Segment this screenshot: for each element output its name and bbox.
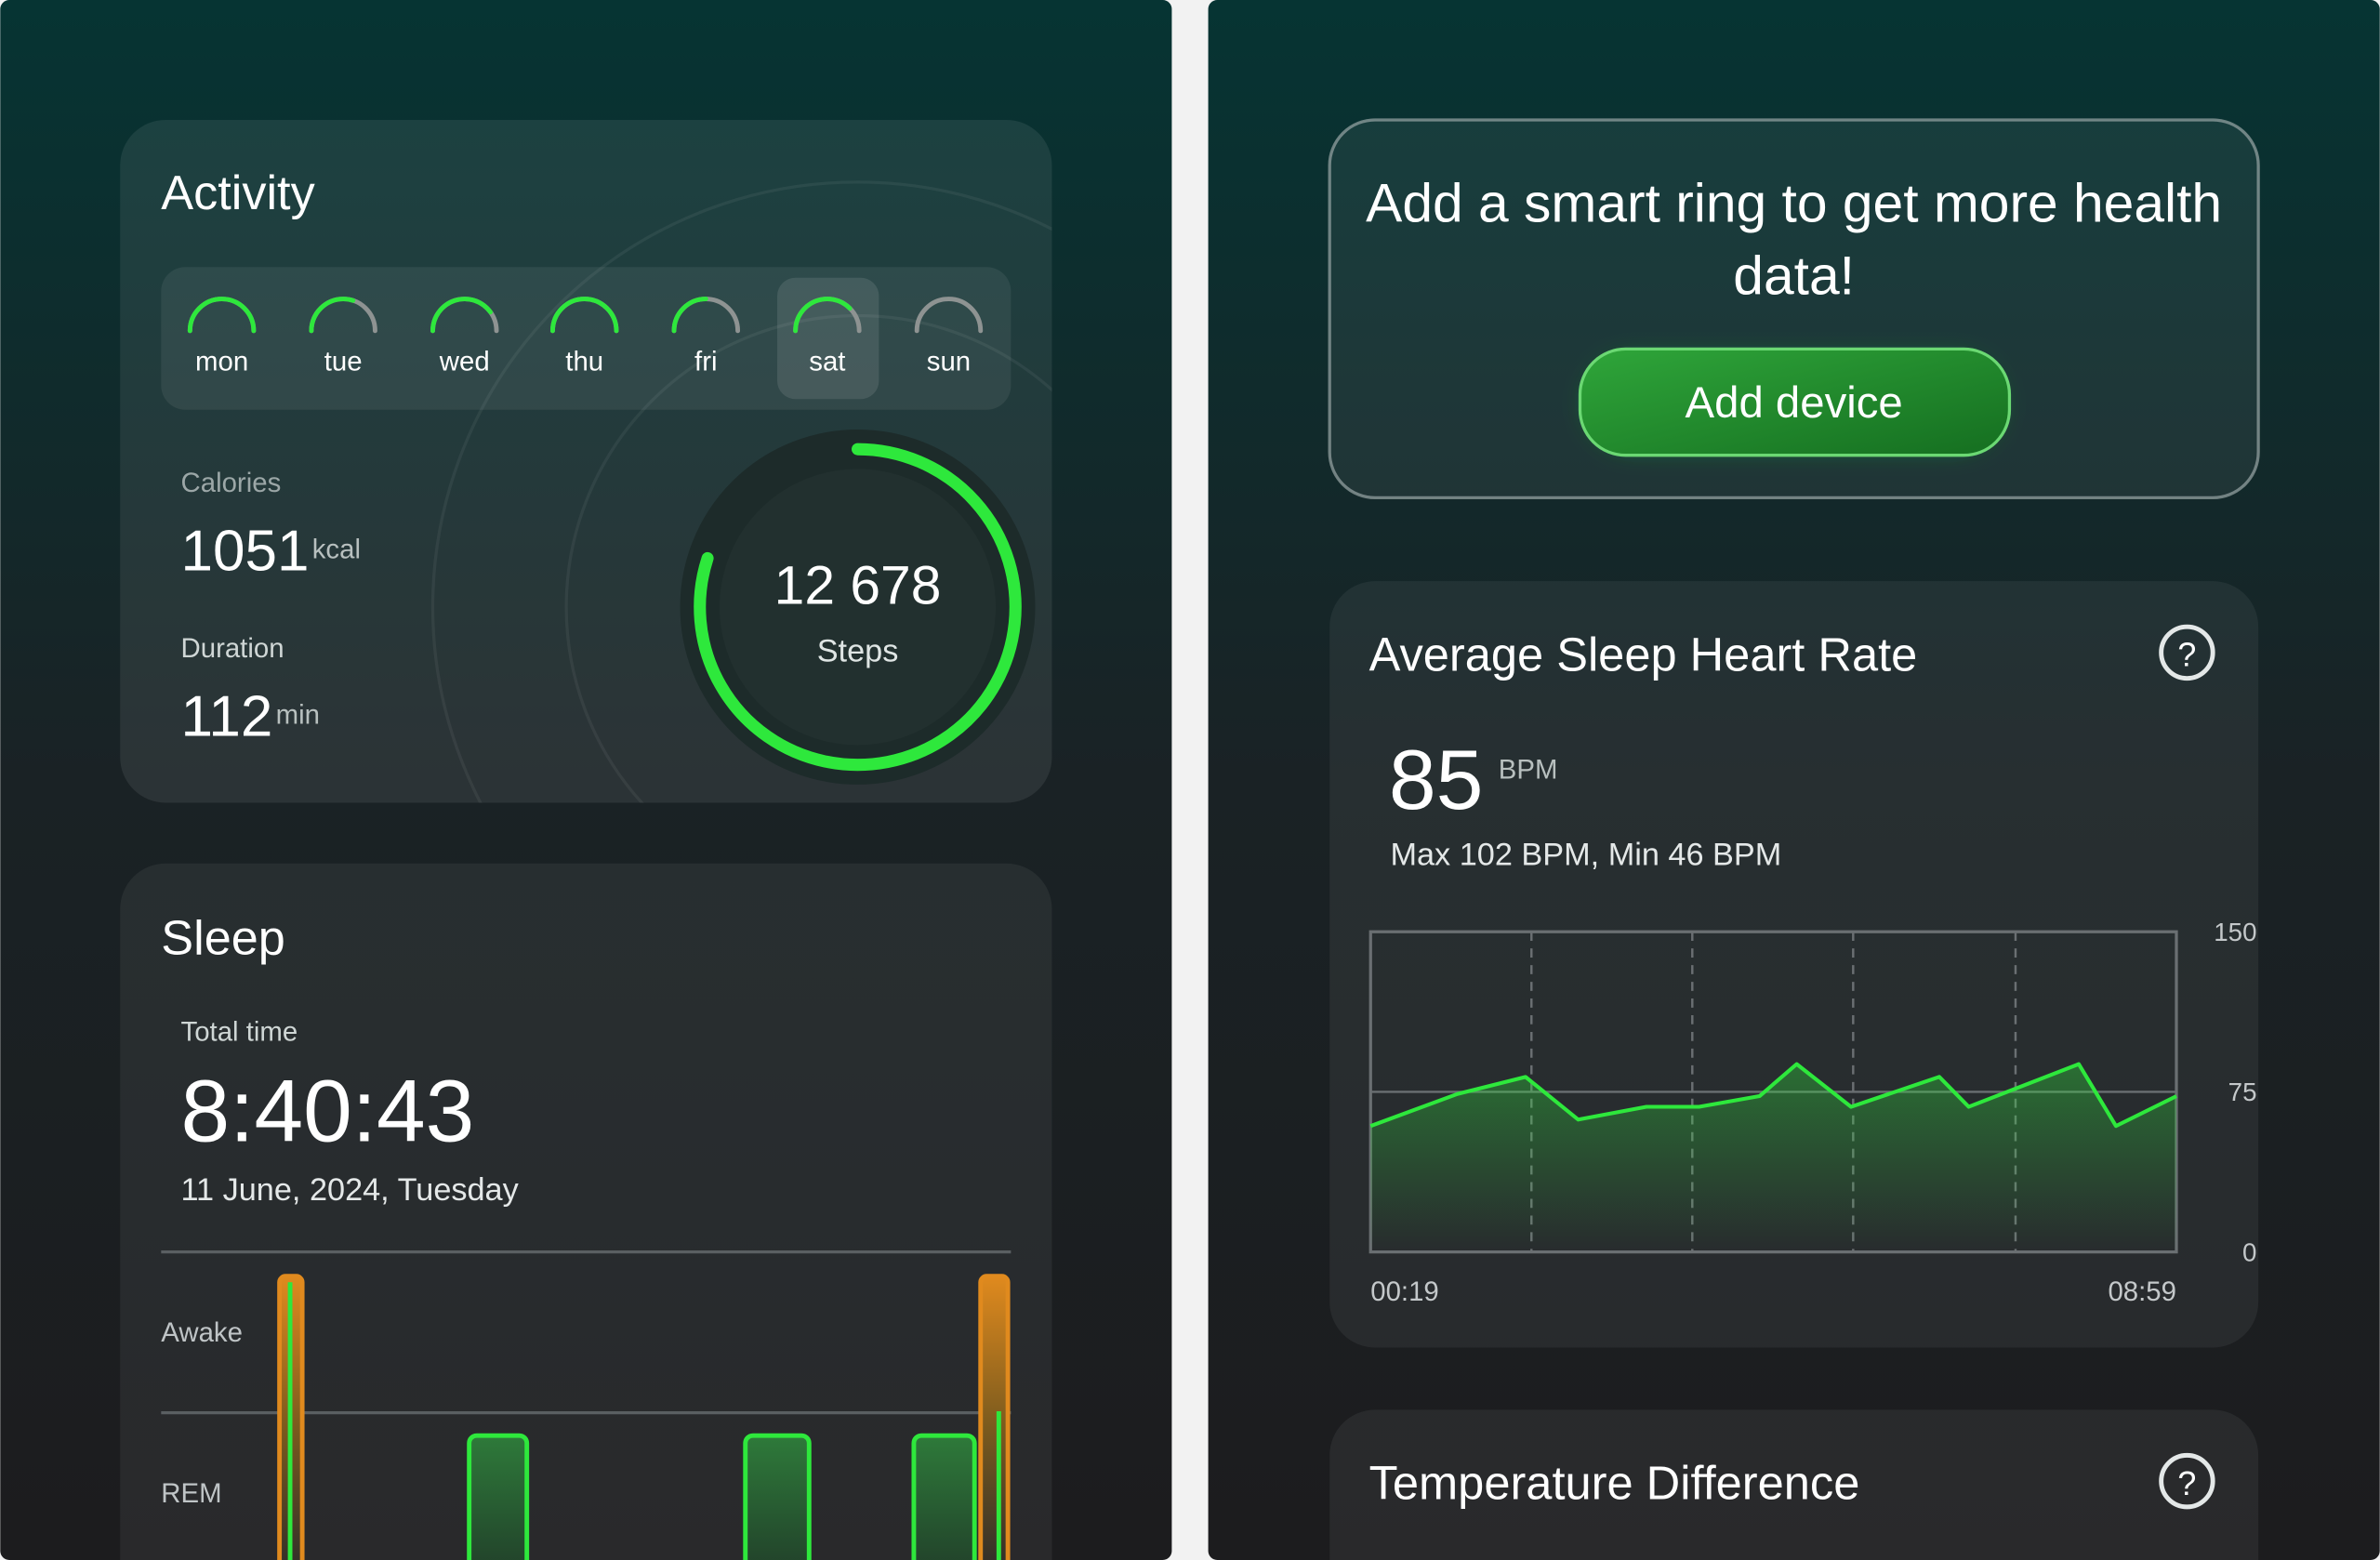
day-label: fri	[694, 346, 717, 377]
help-icon[interactable]	[2159, 1452, 2215, 1510]
stage-label: REM	[161, 1478, 221, 1509]
value: 85	[1389, 733, 1484, 827]
x-tick-label: 08:59	[2108, 1276, 2176, 1307]
stat-label: Duration	[181, 633, 284, 664]
card-title: Sleep	[161, 912, 285, 966]
transition	[287, 1282, 1001, 1560]
left-panel	[0, 0, 1172, 1560]
stat-value: 1051 kcal	[181, 520, 361, 584]
day-arc	[793, 297, 853, 334]
promo-text: Add a smart ring to get more health	[1366, 173, 2222, 233]
y-tick-label: 150	[2214, 918, 2256, 946]
day-label: mon	[195, 346, 248, 377]
sleep-date: 11 June, 2024, Tuesday	[181, 1172, 520, 1208]
steps-value: 12 678	[774, 556, 942, 616]
stat-value: 112 min	[181, 685, 320, 749]
unit: min	[276, 700, 320, 731]
awake-block	[978, 1274, 1011, 1560]
stage-label: Awake	[161, 1317, 243, 1348]
temperature-card	[1329, 1409, 2259, 1560]
hr-chart: 0 75 150 00:19 08:59	[1368, 918, 2257, 1307]
promo-text: data!	[1733, 246, 1855, 307]
rem-block	[911, 1433, 977, 1560]
card-title: Temperature Difference	[1369, 1457, 1860, 1510]
area	[1370, 1064, 2176, 1252]
day-label: tue	[324, 346, 363, 377]
promo-card	[1328, 118, 2260, 500]
day-label: sat	[809, 346, 845, 377]
line	[1369, 1062, 2177, 1129]
unit: BPM	[1499, 754, 1558, 785]
rem-block	[743, 1433, 812, 1560]
day-arc	[309, 297, 356, 334]
sleep-card	[120, 863, 1052, 1560]
day-label: wed	[439, 346, 490, 377]
day-arc	[549, 297, 619, 334]
help-icon-text[interactable]: ?	[2177, 636, 2196, 674]
day-arc	[187, 297, 257, 334]
x-tick-label: 00:19	[1370, 1276, 1439, 1307]
hr-value: 85 BPM	[1389, 733, 1558, 827]
hypnogram	[277, 1274, 1011, 1560]
help-icon-text[interactable]: ?	[2177, 1464, 2196, 1502]
steps-progress	[694, 443, 1022, 772]
selected-day	[777, 277, 879, 400]
unit: kcal	[312, 535, 361, 565]
week-strip	[161, 267, 1012, 410]
total-time: 8:40:43	[181, 1062, 475, 1160]
value: 1051	[181, 520, 310, 584]
card-title: Average Sleep Heart Rate	[1369, 628, 1918, 681]
day-label: thu	[565, 346, 603, 377]
stat-label: Calories	[181, 468, 282, 498]
y-tick-label: 75	[2228, 1077, 2257, 1106]
add-device-button[interactable]	[1578, 347, 2012, 457]
card-title: Activity	[161, 166, 314, 220]
help-icon[interactable]	[2159, 624, 2215, 681]
stat-label: Total time	[181, 1017, 298, 1048]
day-arc	[430, 297, 493, 334]
day-arc	[671, 297, 708, 334]
day-arc-track	[914, 297, 984, 334]
rem-block	[467, 1433, 530, 1560]
day-label: sun	[927, 346, 971, 377]
y-tick-label: 0	[2242, 1237, 2256, 1266]
value: 112	[181, 685, 273, 749]
hr-summary: Max 102 BPM, Min 46 BPM	[1390, 837, 1781, 872]
steps-label: Steps	[817, 634, 899, 669]
button-label[interactable]: Add device	[1686, 378, 1903, 428]
